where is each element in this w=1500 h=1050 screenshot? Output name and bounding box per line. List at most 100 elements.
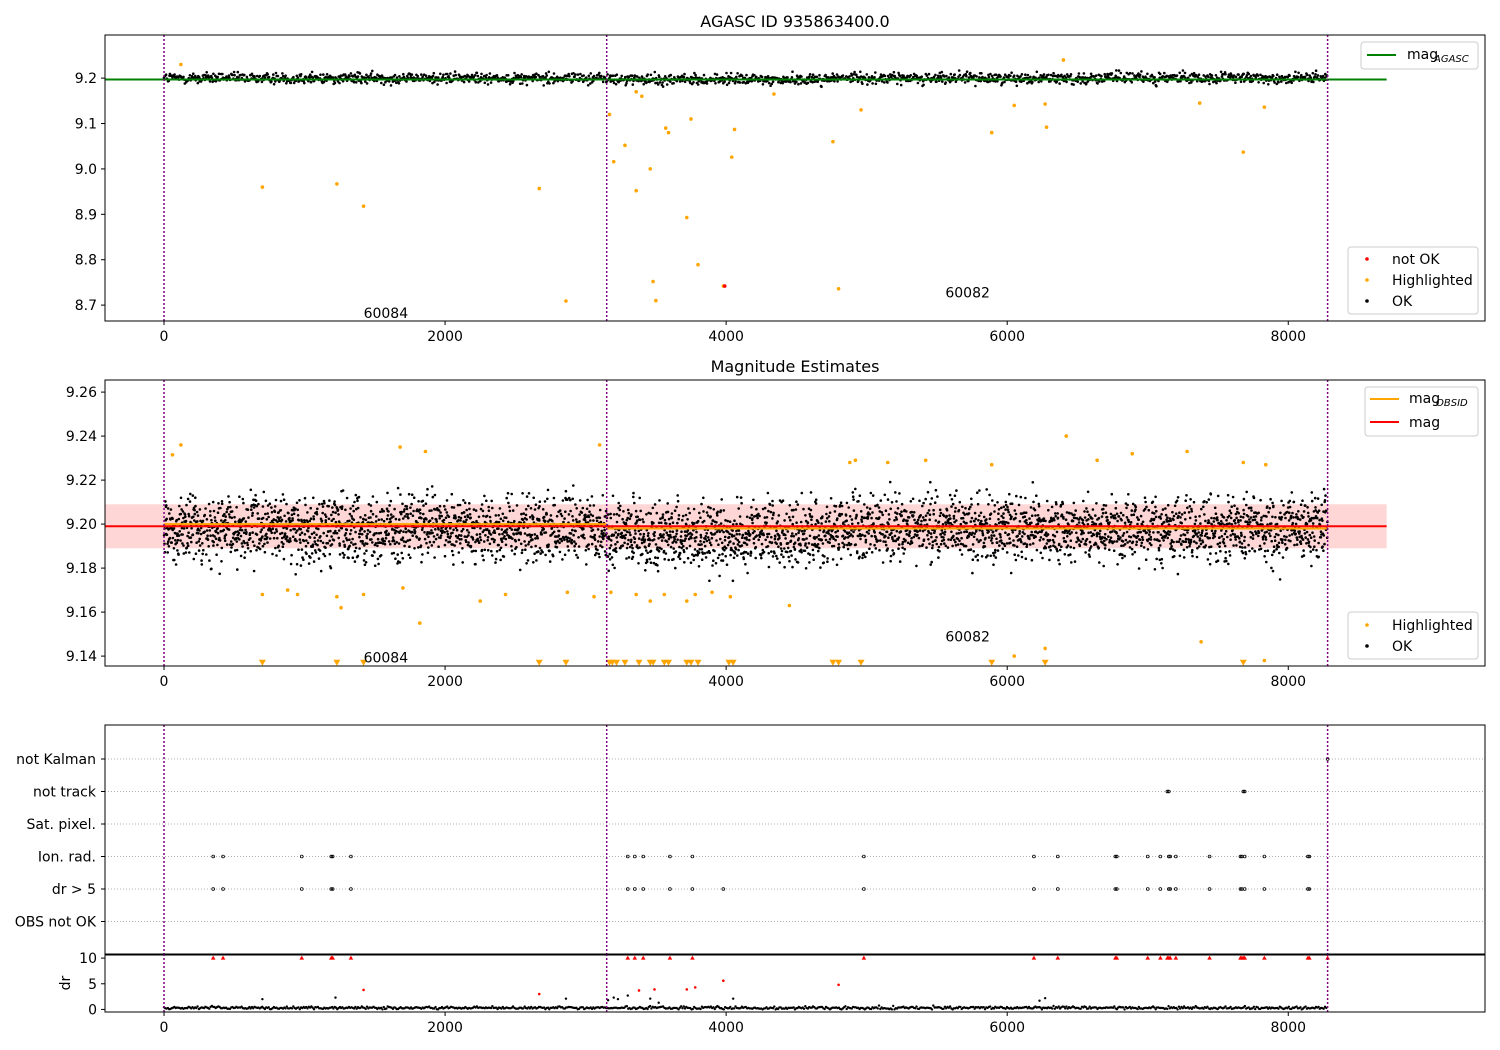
ok-point [297,548,300,551]
ok-point [964,72,968,76]
ok-point [900,514,903,517]
ok-point [431,517,434,520]
ok-point [424,74,428,77]
ok-point [524,508,528,511]
ok-point [881,533,885,536]
highlighted-point [607,112,612,117]
ok-point [969,548,973,551]
ok-point [773,551,776,555]
ok-point [1146,72,1149,76]
ok-point [439,534,443,537]
ok-point [482,540,486,543]
ok-point [713,549,716,553]
ok-point [228,76,231,79]
ok-point [809,508,813,512]
ok-point [989,554,992,558]
ok-point [220,519,223,522]
y-tick-label: 9.1 [75,117,97,133]
ok-point [718,80,722,83]
ok-point [714,82,717,85]
ok-point [578,520,581,523]
ok-point [558,541,561,545]
ok-point [486,548,490,552]
ok-point [841,74,845,77]
ok-point [771,499,774,503]
ok-point [692,507,696,511]
ok-point [609,516,613,520]
ok-point [384,536,388,540]
ok-point [765,516,769,519]
ok-point [858,494,862,498]
ok-point [1065,80,1068,84]
ok-point [839,557,843,561]
ok-point [695,530,698,534]
ok-point [767,81,771,85]
ok-point [246,543,249,547]
ok-point [349,507,352,510]
ok-point [831,72,834,75]
x-tick-label: 0 [160,329,169,345]
ok-point [976,502,980,506]
ok-point [1024,73,1027,76]
ok-point [769,510,773,514]
ok-point [617,501,620,505]
ok-point [218,539,222,542]
ok-point [611,494,615,498]
ok-point [877,506,881,509]
ok-point [776,520,779,523]
ok-point [432,540,436,544]
ok-point [987,530,990,533]
ok-point [310,552,314,555]
ok-point [172,547,176,550]
ok-point [1214,74,1218,77]
ok-point [439,72,442,76]
ok-point [242,517,246,520]
ok-point [298,499,301,502]
ok-point [296,76,300,79]
ok-point [610,539,613,542]
highlighted-point [640,94,644,99]
ok-point [836,529,840,533]
ok-point [766,491,770,495]
ok-point [735,522,738,526]
ok-point [952,517,956,520]
ok-point [749,533,752,536]
ok-point [312,496,315,500]
ok-point [676,499,680,503]
ok-point [671,521,675,524]
ok-point [939,542,943,546]
ok-point [442,518,446,522]
ok-point [852,509,856,512]
ok-point [317,527,320,531]
ok-point [244,528,247,532]
ok-point [886,74,890,78]
ok-point [561,499,565,502]
ok-point [575,553,578,557]
ok-point [959,531,963,534]
ok-point [557,534,561,537]
ok-point [455,528,459,532]
ok-point [642,520,645,524]
ok-point [230,510,234,513]
ok-point [548,549,551,553]
ok-point [859,510,863,513]
ok-point [878,516,881,519]
ok-point [1016,534,1019,538]
ok-point [320,502,324,506]
ok-point [953,510,957,513]
ok-point [401,517,405,520]
ok-point [220,500,224,503]
ok-point [242,501,245,505]
ok-point [228,500,231,504]
ok-point [573,549,576,552]
ok-point [716,514,719,517]
ok-point [679,535,683,538]
ok-point [1000,506,1003,510]
ok-point [731,529,734,532]
ok-point [261,516,265,520]
ok-point [445,81,448,85]
ok-point [499,517,503,521]
ok-point [363,552,366,555]
ok-point [546,488,550,492]
ok-point [329,529,332,533]
